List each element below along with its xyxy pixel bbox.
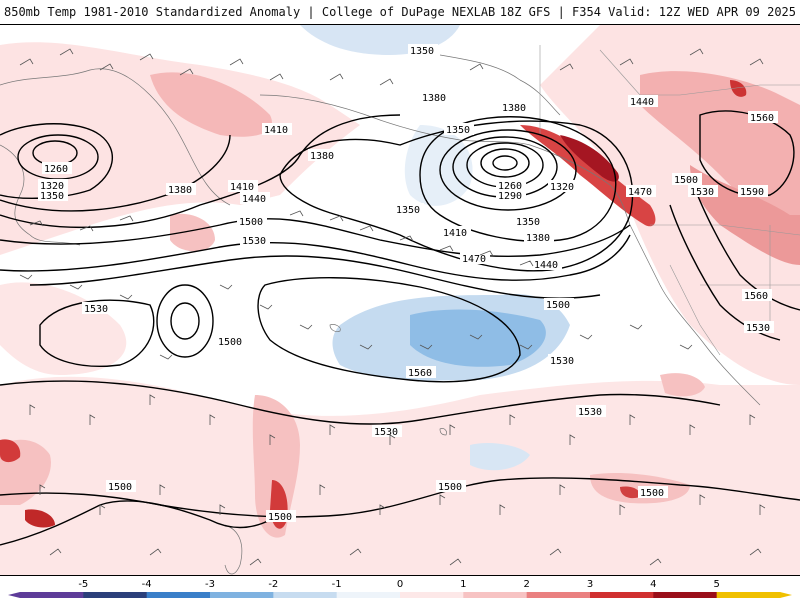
contour-label: 1560 [408,368,432,379]
contour-label: 1350 [410,46,434,57]
contour-label: 1530 [578,407,602,418]
colorbar-tick-label: -2 [268,579,278,590]
contour-label: 1380 [502,103,526,114]
anomaly-colorbar: -5 -4 -3 -2 -1 0 1 2 3 4 5 [0,576,800,600]
contour-label: 1380 [422,93,446,104]
contour-label: 1350 [40,191,64,202]
colorbar-segment [400,592,464,598]
colorbar-segment [463,592,528,598]
contour-label: 1530 [242,236,266,247]
contour-label: 1500 [239,217,263,228]
contour-label: 1380 [310,151,334,162]
colorbar-tick-label: 4 [650,579,656,590]
colorbar-max-arrow [780,592,792,598]
contour-label: 1500 [108,482,132,493]
contour-label: 1530 [690,187,714,198]
contour-label: 1530 [84,304,108,315]
contour-label: 1410 [443,228,467,239]
contour-label: 1380 [168,185,192,196]
colorbar-segment [590,592,654,598]
colorbar-tick-label: 2 [523,579,529,590]
contour-label: 1530 [746,323,770,334]
colorbar-segment [273,592,338,598]
contour-label: 1500 [438,482,462,493]
contour-label: 1560 [744,291,768,302]
map-panel: 1350 1380 1380 1410 1350 1440 1560 1380 … [0,24,800,576]
colorbar-segment [716,592,781,598]
wind-barbs [19,48,766,566]
map-header: 850mb Temp 1981-2010 Standardized Anomal… [0,0,800,24]
contour-label: 1350 [446,125,470,136]
contour-label: 1500 [268,512,292,523]
contour-label: 1470 [462,254,486,265]
contour-label: 1530 [374,427,398,438]
contour-label: 1440 [534,260,558,271]
colorbar-min-arrow [8,592,20,598]
colorbar-tick-label: 0 [397,579,403,590]
contour-label: 1320 [550,182,574,193]
contour-label: 1500 [640,488,664,499]
colorbar-tick-label: -3 [205,579,215,590]
colorbar-tick-label: -1 [332,579,342,590]
contour-label: 1500 [546,300,570,311]
colorbar-segment [20,592,84,598]
contour-label: 1470 [628,187,652,198]
contour-label: 1530 [550,356,574,367]
contour-label: 1350 [396,205,420,216]
contour-label: 1440 [242,194,266,205]
contour-label: 1350 [516,217,540,228]
colorbar-segment [653,592,718,598]
contour-label: 1410 [230,182,254,193]
colorbar-segment [336,592,401,598]
contour-label: 1500 [674,175,698,186]
model-valid-time: 18Z GFS | F354 Valid: 12Z WED APR 09 202… [499,5,796,19]
colorbar-graphic: -5 -4 -3 -2 -1 0 1 2 3 4 5 [8,579,792,598]
colorbar-segment [526,592,591,598]
contour-label: 1320 [40,181,64,192]
contour-label: 1260 [44,164,68,175]
contour-label: 1410 [264,125,288,136]
colorbar-tick-label: 5 [713,579,719,590]
contour-label: 1260 [498,181,522,192]
contour-label: 1560 [750,113,774,124]
colorbar-tick-label: 1 [460,579,466,590]
contour-labels: 1350 1380 1380 1410 1350 1440 1560 1380 … [38,44,778,523]
anomaly-map: 1350 1380 1380 1410 1350 1440 1560 1380 … [0,25,800,575]
colorbar-tick-label: -5 [78,579,88,590]
contour-label: 1440 [630,97,654,108]
colorbar-tick-label: -4 [142,579,152,590]
colorbar-segment [83,592,148,598]
contour-label: 1290 [498,191,522,202]
colorbar-segment [146,592,211,598]
contour-label: 1500 [218,337,242,348]
contour-label: 1590 [740,187,764,198]
map-title: 850mb Temp 1981-2010 Standardized Anomal… [4,5,496,19]
colorbar-segment [210,592,274,598]
contour-label: 1380 [526,233,550,244]
colorbar-tick-label: 3 [587,579,593,590]
